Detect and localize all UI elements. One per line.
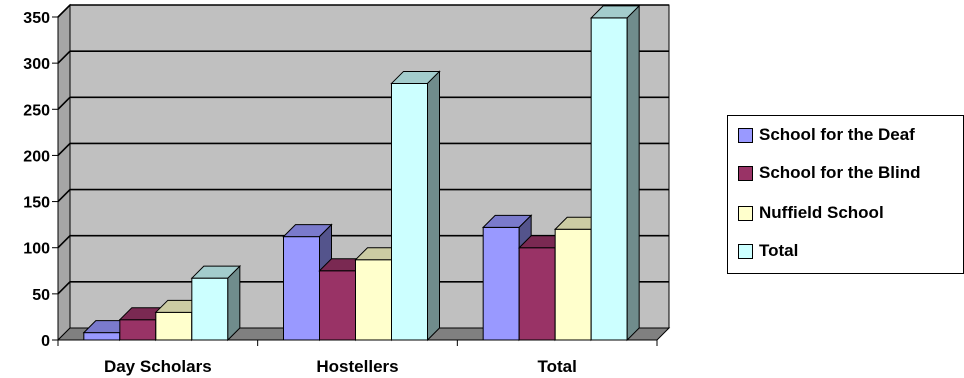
bar-side — [427, 70, 440, 342]
gridline — [57, 281, 669, 295]
y-tick-label: 0 — [41, 333, 50, 350]
bar-front — [355, 259, 392, 341]
bar-front — [391, 82, 428, 341]
y-axis-ticks: 0 50 100 150 200 250 300 350 — [23, 10, 58, 350]
legend-swatch — [738, 205, 753, 221]
legend-swatch — [738, 127, 753, 143]
bar — [390, 70, 441, 342]
bar-front — [518, 247, 556, 341]
x-axis-labels: Day Scholars Hostellers Total — [104, 357, 577, 376]
legend-label: School for the Blind — [759, 163, 921, 182]
legend-label: School for the Deaf — [759, 125, 915, 144]
gridline — [57, 234, 669, 249]
bar-front — [83, 332, 121, 341]
y-tick-label: 250 — [23, 102, 50, 119]
legend-item: School for the Deaf — [738, 124, 915, 146]
legend-item: Total — [738, 240, 798, 262]
side-wall — [57, 3, 71, 342]
bars — [82, 4, 641, 342]
legend-label: Nuffield School — [759, 203, 884, 222]
bar-side — [626, 4, 640, 342]
gridline — [57, 142, 669, 156]
gridline — [57, 188, 669, 203]
y-tick-label: 350 — [23, 10, 50, 27]
y-tick-label: 200 — [23, 148, 50, 165]
y-tick-label: 300 — [23, 56, 50, 73]
bar-front — [482, 226, 520, 341]
legend-item: School for the Blind — [738, 162, 921, 184]
legend-swatch — [738, 165, 753, 181]
legend-swatch — [738, 243, 753, 259]
legend: School for the Deaf School for the Blind… — [727, 115, 964, 274]
gridline — [57, 96, 669, 110]
bar — [190, 264, 242, 342]
gridline — [57, 50, 669, 64]
y-tick-label: 50 — [32, 287, 50, 304]
gridlines — [57, 4, 669, 295]
legend-item: Nuffield School — [738, 202, 884, 224]
bar-front — [283, 236, 320, 341]
bar-front — [155, 311, 193, 341]
x-category-label: Total — [537, 357, 576, 376]
bar-front — [590, 17, 628, 341]
legend-label: Total — [759, 241, 799, 260]
bar-front — [119, 319, 157, 341]
bar-side — [227, 264, 241, 342]
bar-front — [554, 228, 592, 341]
x-category-label: Hostellers — [316, 357, 398, 376]
y-tick-label: 150 — [23, 195, 50, 212]
bar-front — [191, 277, 229, 341]
gridline — [57, 4, 669, 18]
bar — [589, 4, 641, 342]
y-tick-label: 100 — [23, 241, 50, 258]
bar-front — [319, 270, 356, 341]
x-category-label: Day Scholars — [104, 357, 212, 376]
